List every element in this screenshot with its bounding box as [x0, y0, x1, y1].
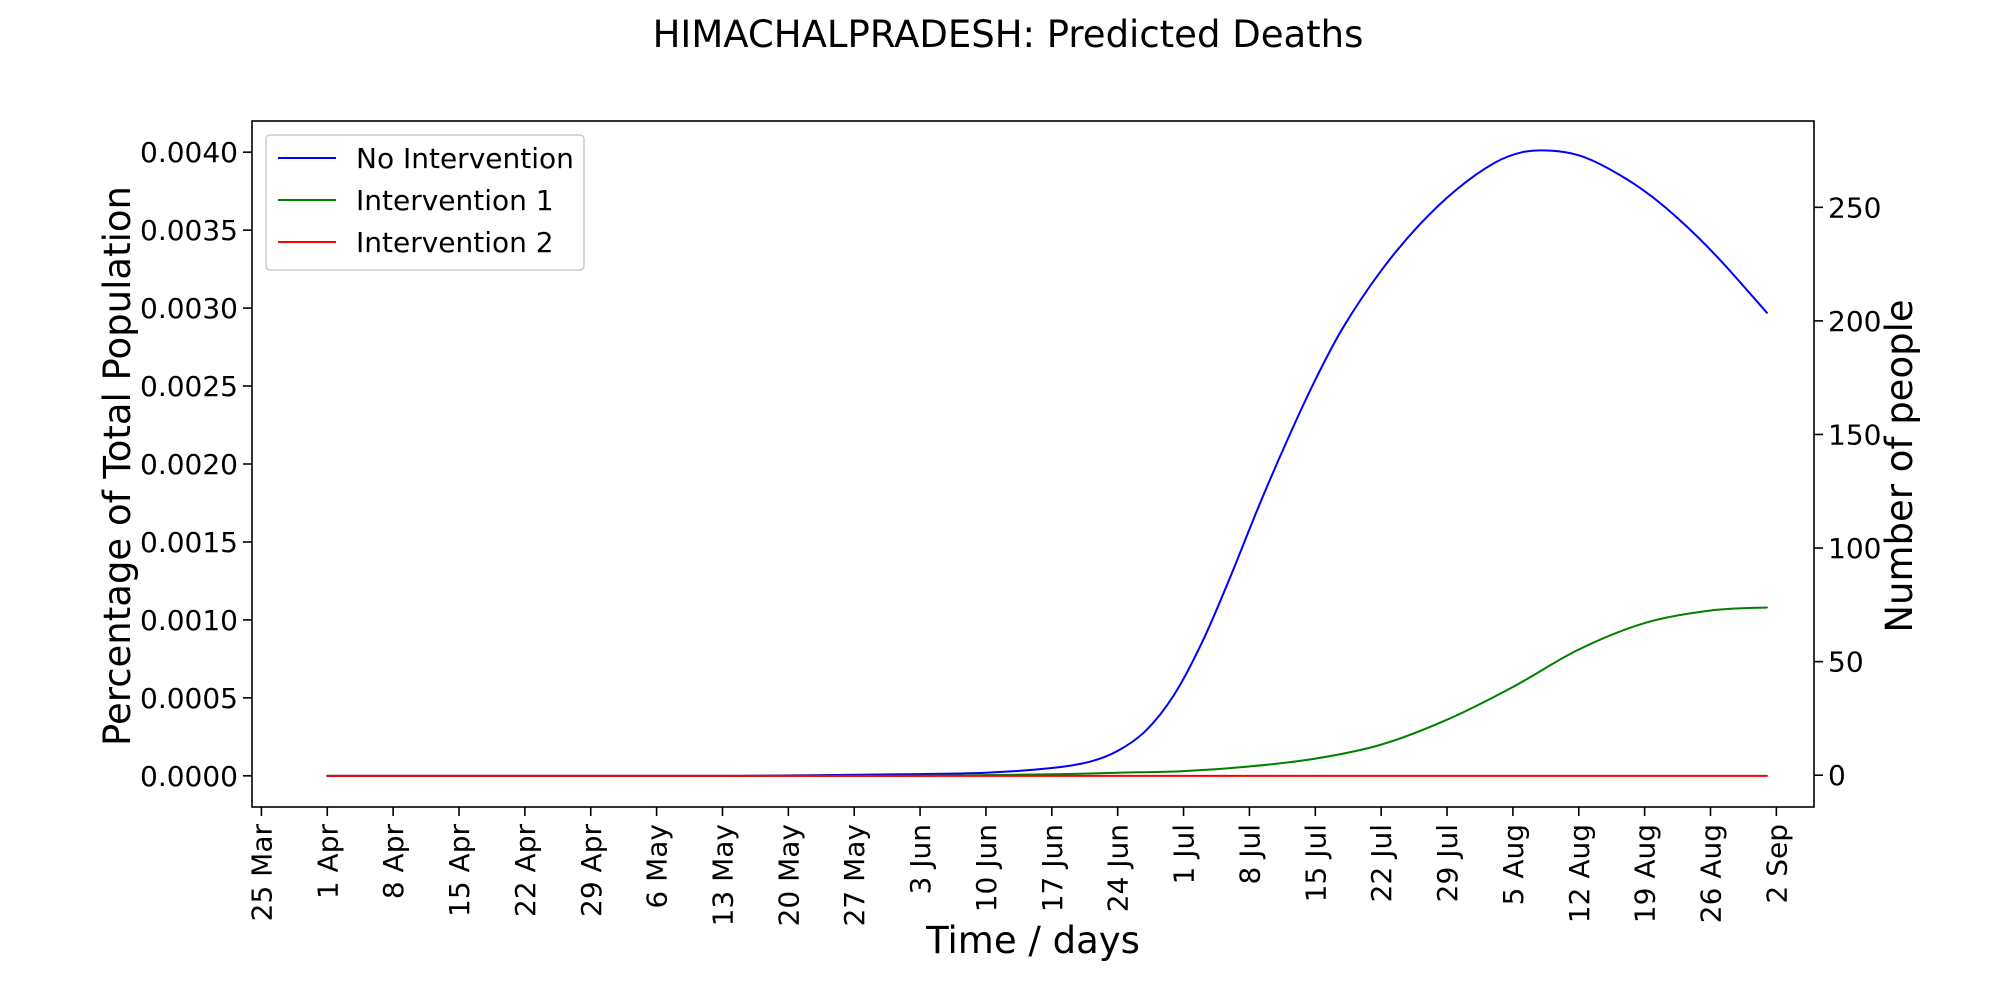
x-tick-label: 22 Jul	[1365, 824, 1398, 902]
x-tick-label: 27 May	[838, 824, 871, 926]
y-right-axis-title: Number of people	[1878, 299, 1921, 632]
y-right-tick-label: 0	[1828, 759, 1846, 792]
x-tick-label: 1 Jul	[1168, 824, 1201, 885]
legend-label-intervention-1: Intervention 1	[356, 184, 554, 217]
x-tick-label: 12 Aug	[1563, 824, 1596, 923]
x-tick-label: 25 Mar	[245, 824, 278, 922]
x-tick-label: 2 Sep	[1760, 824, 1793, 904]
x-axis-ticks: 25 Mar 1 Apr 8 Apr 15 Apr 22 Apr 29 Apr 6 May 1…	[245, 807, 1793, 926]
y-left-tick-label: 0.0040	[140, 136, 238, 169]
series-layer	[326, 149, 1768, 777]
x-tick-label: 6 May	[641, 824, 674, 909]
chart-title: HIMACHALPRADESH: Predicted Deaths	[653, 13, 1364, 56]
x-tick-label: 22 Apr	[509, 824, 542, 917]
y-left-tick-label: 0.0030	[140, 292, 238, 325]
y-right-tick-label: 100	[1828, 532, 1881, 565]
y-left-tick-label: 0.0000	[140, 760, 238, 793]
legend-label-no-intervention: No Intervention	[356, 142, 574, 175]
x-tick-label: 5 Aug	[1497, 824, 1530, 905]
x-tick-label: 20 May	[772, 824, 805, 926]
x-tick-label: 3 Jun	[904, 824, 937, 894]
y-right-tick-label: 50	[1828, 646, 1864, 679]
x-tick-label: 17 Jun	[1036, 824, 1069, 912]
x-tick-label: 29 Jul	[1431, 824, 1464, 902]
legend-label-intervention-2: Intervention 2	[356, 226, 554, 259]
y-left-tick-label: 0.0010	[140, 604, 238, 637]
x-tick-label: 15 Apr	[443, 824, 476, 917]
y-left-axis-ticks: 0.0000 0.0005 0.0010 0.0015 0.0020 0.0025 0.00…	[140, 136, 252, 793]
x-tick-label: 8 Apr	[377, 824, 410, 900]
legend-box	[265, 134, 585, 271]
legend: No Intervention Intervention 1 Intervent…	[265, 134, 585, 271]
x-tick-label: 24 Jun	[1102, 824, 1135, 912]
y-left-tick-label: 0.0020	[140, 448, 238, 481]
y-left-tick-label: 0.0015	[140, 526, 238, 559]
x-tick-label: 13 May	[706, 824, 739, 926]
x-tick-label: 26 Aug	[1694, 824, 1727, 923]
y-right-tick-label: 250	[1828, 191, 1881, 224]
x-tick-label: 8 Jul	[1233, 824, 1266, 885]
x-axis-title: Time / days	[925, 919, 1140, 962]
x-tick-label: 19 Aug	[1629, 824, 1662, 923]
series-line-intervention-1	[326, 606, 1768, 777]
x-tick-label: 1 Apr	[311, 824, 344, 900]
y-left-tick-label: 0.0035	[140, 214, 238, 247]
y-right-axis-ticks: 0 50 100 150 200 250	[1814, 191, 1881, 792]
plot-frame	[251, 120, 1815, 808]
y-left-tick-label: 0.0005	[140, 682, 238, 715]
x-tick-label: 29 Apr	[575, 824, 608, 917]
x-tick-label: 15 Jul	[1299, 824, 1332, 902]
y-right-tick-label: 200	[1828, 305, 1881, 338]
y-right-tick-label: 150	[1828, 418, 1881, 451]
y-left-tick-label: 0.0025	[140, 370, 238, 403]
x-tick-label: 10 Jun	[970, 824, 1003, 912]
y-left-axis-title: Percentage of Total Population	[96, 186, 139, 746]
